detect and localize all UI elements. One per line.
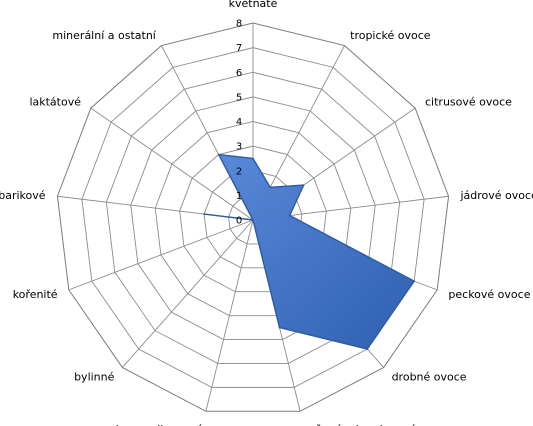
data-point-12 (217, 153, 220, 156)
grid-ring-4 (154, 121, 352, 317)
data-point-1 (269, 186, 271, 189)
radial-axis: 0 1 2 3 4 5 6 7 8 (236, 19, 242, 227)
tick-label-8: 8 (236, 19, 242, 30)
category-label-1: tropické ovoce (350, 29, 431, 42)
grid-ring-7 (81, 47, 425, 388)
data-point-11 (252, 219, 254, 221)
spoke-11 (90, 107, 254, 221)
tick-label-3: 3 (236, 142, 242, 153)
tick-label-7: 7 (236, 43, 242, 54)
category-label-10: barikové (0, 189, 46, 202)
data-point-0 (252, 157, 254, 160)
category-label-5: drobné ovoce (392, 370, 467, 383)
tick-label-1: 1 (236, 191, 242, 202)
category-label-9: kořenité (13, 288, 58, 301)
category-label-4: peckové ovoce (448, 288, 530, 301)
spoke-9 (68, 219, 254, 291)
tick-label-5: 5 (236, 92, 242, 103)
data-point-3 (288, 214, 291, 217)
category-label-11: laktátové (29, 95, 81, 108)
data-point-2 (302, 184, 305, 186)
tick-label-4: 4 (236, 117, 242, 128)
spoke-8 (122, 219, 254, 368)
category-label-7: karamelizované (116, 423, 204, 426)
tick-label-0: 0 (236, 216, 242, 227)
grid-ring-5 (130, 96, 376, 340)
category-label-3: jádrové ovoce (459, 189, 533, 202)
category-label-8: bylinné (74, 370, 115, 383)
category-label-6: sušené a kandované ovoce (303, 423, 453, 426)
category-label-0: květnaté (229, 0, 278, 10)
data-point-10 (203, 213, 205, 215)
tick-label-2: 2 (236, 166, 242, 177)
grid-ring-8 (56, 22, 450, 412)
data-point-4 (413, 280, 415, 282)
spoke-7 (205, 219, 254, 412)
grid-ring-6 (105, 71, 401, 364)
grid-ring-3 (179, 145, 327, 293)
data-point-6 (278, 326, 281, 329)
data-point-5 (366, 348, 369, 350)
category-label-12: minerální a ostatní (52, 29, 156, 42)
tick-label-6: 6 (236, 68, 242, 79)
category-label-2: citrusové ovoce (425, 95, 512, 108)
series-area-0 (203, 153, 415, 350)
series-layer (203, 153, 415, 350)
